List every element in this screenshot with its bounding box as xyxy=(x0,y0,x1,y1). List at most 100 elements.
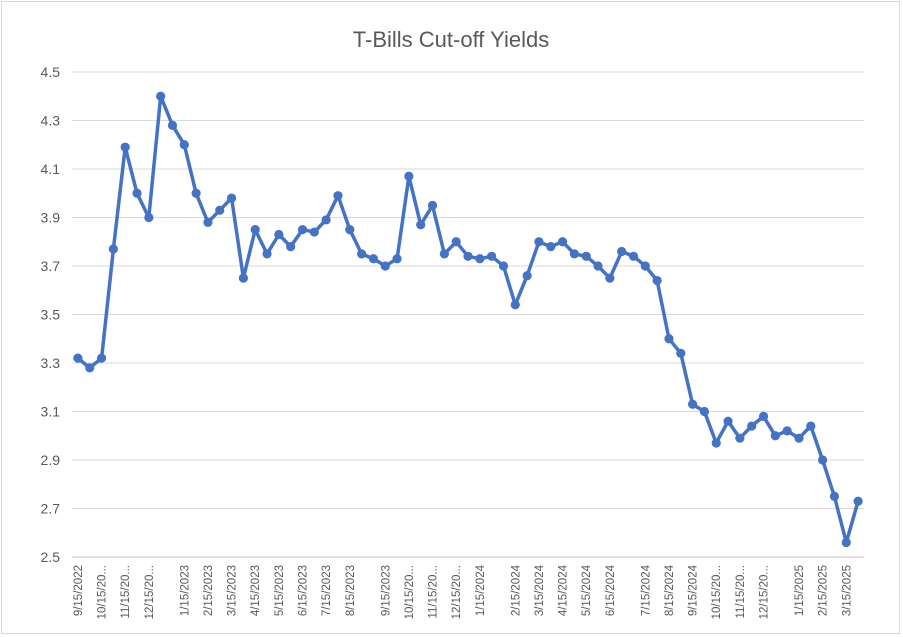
data-point xyxy=(262,249,272,259)
data-point xyxy=(699,406,710,417)
x-tick-label: 3/15/2025 xyxy=(841,565,853,616)
data-point xyxy=(806,421,816,431)
data-point xyxy=(416,220,426,230)
data-point xyxy=(829,491,840,501)
data-point xyxy=(309,227,319,237)
y-tick-label: 3.1 xyxy=(41,404,61,420)
data-point xyxy=(640,261,650,271)
data-point xyxy=(297,225,308,235)
data-point xyxy=(274,229,284,240)
x-tick-label: 10/15/20... xyxy=(404,565,416,619)
data-point xyxy=(238,273,249,283)
data-point xyxy=(818,455,828,465)
x-tick-label: 6/15/2024 xyxy=(605,564,617,616)
data-point xyxy=(747,421,757,431)
data-point xyxy=(487,251,497,261)
x-tick-label: 8/15/2023 xyxy=(345,565,357,616)
data-point xyxy=(144,212,154,223)
y-tick-label: 2.5 xyxy=(41,549,61,565)
data-point xyxy=(132,188,142,198)
x-tick-label: 12/15/20... xyxy=(451,565,463,619)
data-point xyxy=(321,215,331,225)
data-point xyxy=(605,273,615,283)
x-tick-label: 5/15/2023 xyxy=(274,565,286,616)
y-tick-label: 4.3 xyxy=(41,113,61,129)
y-tick-label: 2.9 xyxy=(41,452,61,468)
data-point xyxy=(427,200,438,210)
data-point xyxy=(664,334,674,344)
gridlines xyxy=(72,71,864,558)
data-point xyxy=(687,399,698,409)
data-point xyxy=(451,237,461,247)
data-point xyxy=(345,225,355,235)
x-tick-label: 9/15/2023 xyxy=(380,565,392,616)
chart-title: T-Bills Cut-off Yields xyxy=(353,27,549,52)
data-point xyxy=(475,254,485,264)
x-tick-label: 4/15/2023 xyxy=(250,565,262,616)
x-tick-label: 1/15/2025 xyxy=(794,565,806,616)
data-point xyxy=(735,433,745,443)
data-point xyxy=(794,433,804,443)
data-point xyxy=(617,246,627,257)
data-point xyxy=(782,426,792,436)
y-tick-label: 2.7 xyxy=(41,501,61,517)
x-tick-label: 5/15/2024 xyxy=(581,564,593,616)
data-point xyxy=(439,249,449,259)
data-point xyxy=(250,225,260,235)
data-point xyxy=(357,249,367,259)
data-point xyxy=(723,416,733,426)
data-point xyxy=(226,193,237,203)
data-point xyxy=(463,251,473,261)
x-tick-label: 10/15/20... xyxy=(97,565,109,619)
y-tick-label: 4.1 xyxy=(41,161,61,177)
data-point xyxy=(758,411,769,421)
data-point xyxy=(167,120,178,130)
data-point xyxy=(581,251,591,261)
data-point xyxy=(853,496,863,506)
y-tick-label: 4.5 xyxy=(41,64,61,80)
x-tick-label: 11/15/20... xyxy=(120,565,132,619)
data-point xyxy=(392,254,402,264)
data-point xyxy=(711,438,721,448)
data-point xyxy=(203,217,213,227)
data-point xyxy=(96,353,107,363)
x-tick-label: 2/15/2023 xyxy=(203,565,215,616)
x-tick-label: 3/15/2024 xyxy=(534,564,546,616)
x-axis-ticks: 9/15/2022 10/15/20... 11/15/20... 12/15/20.… xyxy=(73,564,853,619)
data-point xyxy=(652,275,662,286)
data-point xyxy=(628,251,639,261)
x-tick-label: 11/15/20... xyxy=(428,565,440,619)
data-point xyxy=(120,142,130,152)
x-tick-label: 1/15/2024 xyxy=(475,564,487,616)
series-line-layer xyxy=(76,94,860,545)
data-point xyxy=(156,91,166,101)
data-point xyxy=(286,242,296,252)
x-tick-label: 2/15/2024 xyxy=(510,564,522,616)
data-point xyxy=(215,205,225,215)
data-point xyxy=(380,261,390,271)
data-points xyxy=(73,91,863,548)
data-point xyxy=(593,261,603,271)
x-tick-label: 12/15/20... xyxy=(759,565,771,619)
series-line xyxy=(76,94,860,545)
data-point xyxy=(191,188,201,198)
data-point xyxy=(569,249,579,259)
data-point xyxy=(179,140,189,150)
x-tick-label: 4/15/2024 xyxy=(558,564,570,616)
x-tick-label: 12/15/20... xyxy=(144,565,156,619)
x-tick-label: 7/15/2023 xyxy=(321,565,333,616)
y-tick-label: 3.3 xyxy=(41,355,61,371)
x-tick-label: 8/15/2024 xyxy=(664,564,676,616)
x-tick-label: 9/15/2022 xyxy=(73,565,85,616)
x-tick-label: 11/15/20... xyxy=(735,565,747,619)
data-point xyxy=(510,300,520,310)
data-point xyxy=(73,353,83,363)
data-point xyxy=(108,244,118,254)
y-tick-label: 3.5 xyxy=(41,307,61,323)
x-tick-label: 7/15/2024 xyxy=(640,564,652,616)
data-point xyxy=(557,237,568,247)
data-point xyxy=(498,261,509,271)
x-tick-label: 3/15/2023 xyxy=(227,565,239,616)
